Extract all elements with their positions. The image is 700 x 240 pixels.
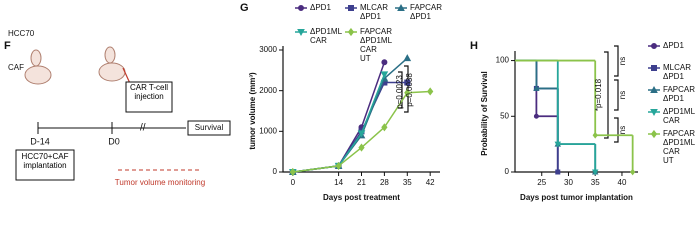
marker [651, 65, 657, 71]
legend-label: MLCAR ΔPD1 [360, 3, 388, 21]
mouse [24, 65, 52, 85]
break: // [140, 123, 146, 134]
legend-label: ΔPD1 [663, 41, 684, 50]
marker [358, 143, 365, 152]
marker [650, 85, 658, 93]
marker [289, 167, 296, 177]
marker [592, 131, 598, 139]
marker [380, 71, 389, 79]
x-tick-label: 42 [426, 178, 435, 187]
marker [650, 109, 658, 117]
annotation: p=0.0023 [395, 75, 404, 109]
marker [298, 5, 304, 11]
x-tick-label: 40 [618, 178, 627, 187]
legend-label: ΔPD1ML CAR [663, 107, 696, 125]
bracket [604, 45, 619, 143]
axis [282, 46, 440, 173]
marker [397, 3, 405, 11]
mouse-head [104, 46, 116, 64]
x-axis-label: Days post tumor implantation [520, 193, 633, 202]
marker [650, 129, 658, 139]
y-tick-label: 50 [500, 111, 509, 120]
x-axis-label: Days post treatment [323, 193, 400, 202]
mouse-head [30, 49, 42, 67]
x-tick-label: 25 [537, 178, 546, 187]
series-line [292, 74, 386, 173]
marker [381, 59, 388, 66]
y-axis-label: tumor volume (mm³) [248, 72, 257, 150]
label: D0 [108, 136, 120, 146]
x-tick-label: 30 [564, 178, 573, 187]
label: CAF [8, 63, 24, 72]
marker [403, 54, 412, 62]
series-line [292, 57, 408, 173]
marker [554, 141, 562, 148]
marker [381, 123, 388, 132]
bracket [398, 65, 409, 113]
box-text: CAR T-cell injection [129, 83, 169, 101]
x-tick-label: 21 [357, 178, 366, 187]
panel-label: G [240, 2, 249, 14]
annotation: ns [618, 57, 627, 65]
box [125, 81, 173, 113]
diagram: F HCC70 CAF CAR T-cell injection // Surv… [4, 29, 231, 187]
legend-label: ΔPD1 [310, 3, 331, 12]
legend-label: FAPCAR ΔPD1 [663, 85, 695, 103]
box-text: HCC70+CAF implantation [21, 152, 69, 170]
series-line [292, 61, 386, 173]
marker [533, 84, 540, 91]
marker [335, 161, 342, 170]
marker [427, 87, 434, 96]
marker [630, 168, 636, 176]
marker [555, 169, 561, 175]
x-tick-label: 0 [291, 178, 296, 187]
legend-label: FAPCAR ΔPD1ML CAR UT [663, 129, 696, 165]
axis [514, 51, 638, 173]
marker [297, 29, 305, 37]
implantation-label: HCC70+CAF implantation [21, 152, 69, 170]
injection-label: CAR T-cell injection [129, 83, 169, 101]
annotation: ns [618, 91, 627, 99]
legend-label: MLCAR ΔPD1 [663, 63, 691, 81]
x-tick-label: 14 [334, 178, 343, 187]
x-tick-label: 28 [380, 178, 389, 187]
legend-label: FAPCAR ΔPD1 [410, 3, 442, 21]
y-tick-label: 2000 [259, 86, 277, 95]
annotation: ns [618, 126, 627, 134]
y-tick-label: 0 [273, 167, 278, 176]
series-line [292, 81, 408, 173]
marker [404, 88, 411, 97]
marker [357, 130, 366, 138]
label: Tumor volume monitoring [115, 178, 205, 187]
box [15, 149, 75, 181]
panel-label: H [470, 40, 478, 52]
y-axis-label: Probability of Survival [480, 71, 489, 155]
label: Survival [195, 123, 224, 132]
legend-label: ΔPD1ML CAR [310, 27, 343, 45]
mouse [98, 62, 126, 82]
x-tick-label: 35 [403, 178, 412, 187]
marker [348, 5, 354, 11]
marker [591, 169, 599, 176]
legend-label: FAPCAR ΔPD1ML CAR UT [360, 27, 393, 63]
annotation: *p=0.018 [594, 78, 603, 111]
y-tick-label: 100 [496, 56, 510, 65]
label: HCC70 [8, 29, 35, 38]
marker [347, 27, 355, 37]
marker [533, 113, 539, 119]
annotation: p=0.0038 [405, 73, 414, 107]
y-tick-label: 1000 [259, 126, 277, 135]
box [187, 120, 231, 136]
marker [651, 43, 657, 49]
panel-label: F [4, 40, 11, 52]
label: D-14 [30, 136, 50, 146]
y-tick-label: 3000 [259, 45, 277, 54]
y-tick-label: 0 [505, 167, 510, 176]
x-tick-label: 35 [591, 178, 600, 187]
marker [404, 79, 411, 86]
figure: F HCC70 CAF CAR T-cell injection // Surv… [4, 2, 696, 202]
series-line [292, 90, 431, 173]
